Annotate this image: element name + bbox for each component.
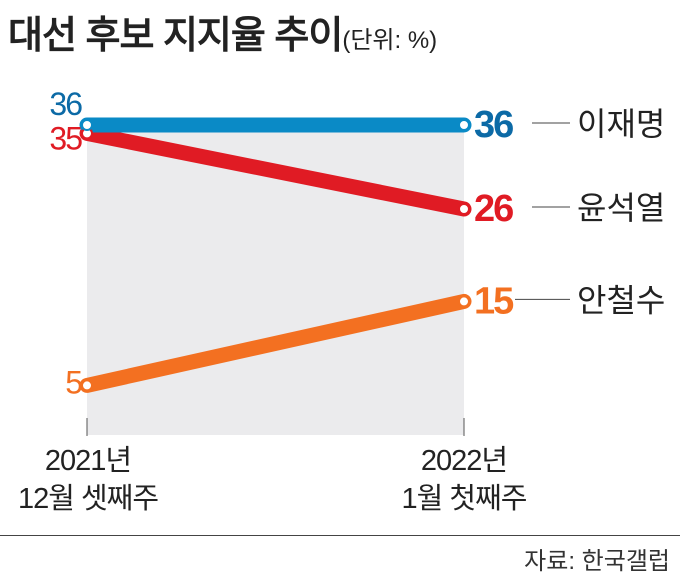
- x-tick-label-0: 2021년 12월 셋째주: [17, 445, 159, 515]
- data-label-end-2: 15: [474, 280, 514, 322]
- data-point-2-0: [81, 379, 93, 392]
- legend-label-1: 윤석열: [577, 190, 665, 226]
- series-line-1: [79, 125, 472, 217]
- data-point-1-1: [458, 203, 470, 215]
- data-point-2-1: [458, 295, 470, 308]
- series-line-2: [79, 293, 472, 393]
- data-label-end-0: 36: [474, 104, 513, 146]
- legend-label-2: 안철수: [577, 282, 665, 318]
- data-point-0-0: [81, 119, 93, 131]
- data-label-start-2: 5: [65, 364, 82, 400]
- data-point-0-1: [458, 119, 470, 131]
- data-label-end-1: 26: [474, 188, 513, 230]
- unit-label: (단위: %): [342, 27, 438, 54]
- source-note: 자료: 한국갤럽: [524, 548, 670, 575]
- legend-label-0: 이재명: [577, 106, 665, 142]
- data-label-start-0: 36: [49, 86, 82, 122]
- footer-divider: [0, 535, 680, 536]
- data-label-start-1: 35: [49, 120, 82, 156]
- x-tick-label-1: 2022년 1월 첫째주: [401, 445, 528, 515]
- chart-title: 대선 후보 지지율 추이(단위: %): [8, 15, 438, 57]
